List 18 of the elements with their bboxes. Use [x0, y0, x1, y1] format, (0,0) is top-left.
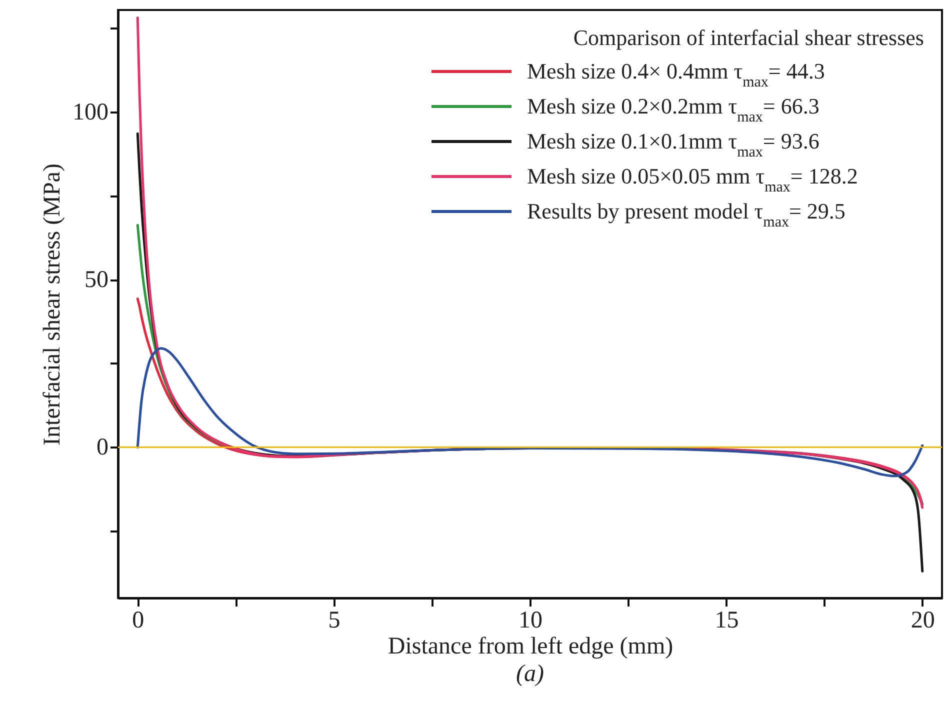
y-tick-label: 50 — [84, 267, 108, 294]
text: (a) — [516, 661, 544, 687]
legend-label: Mesh size 0.2×0.2mm τ$_{max}$= 66.3 — [527, 94, 820, 126]
x-tick-label: 20 — [910, 608, 935, 634]
line-series — [136, 347, 924, 478]
x-tick-label: 0 — [132, 608, 144, 634]
y-axis-title: Interfacial shear stress (MPa) — [40, 164, 66, 446]
legend-label: Mesh size 0.1×0.1mm τ$_{max}$= 93.6 — [527, 128, 820, 160]
x-tick-label: 15 — [714, 608, 739, 634]
legend-title: Comparison of interfacial shear stresses — [573, 25, 924, 50]
legend-label: Results by present model τ$_{max}$= 29.5 — [527, 198, 846, 230]
y-tick-label: 0 — [96, 434, 108, 461]
legend-label: Mesh size 0.05×0.05 mm τ$_{max}$= 128.2 — [527, 164, 858, 196]
x-tick-label: 5 — [328, 608, 340, 634]
x-tick-label: 10 — [518, 608, 542, 634]
y-tick-label: 100 — [72, 100, 108, 126]
legend-label: Mesh size 0.4× 0.4mm τ$_{max}$= 44.3 — [527, 58, 825, 90]
x-axis-title: Distance from left edge (mm) — [388, 634, 674, 660]
